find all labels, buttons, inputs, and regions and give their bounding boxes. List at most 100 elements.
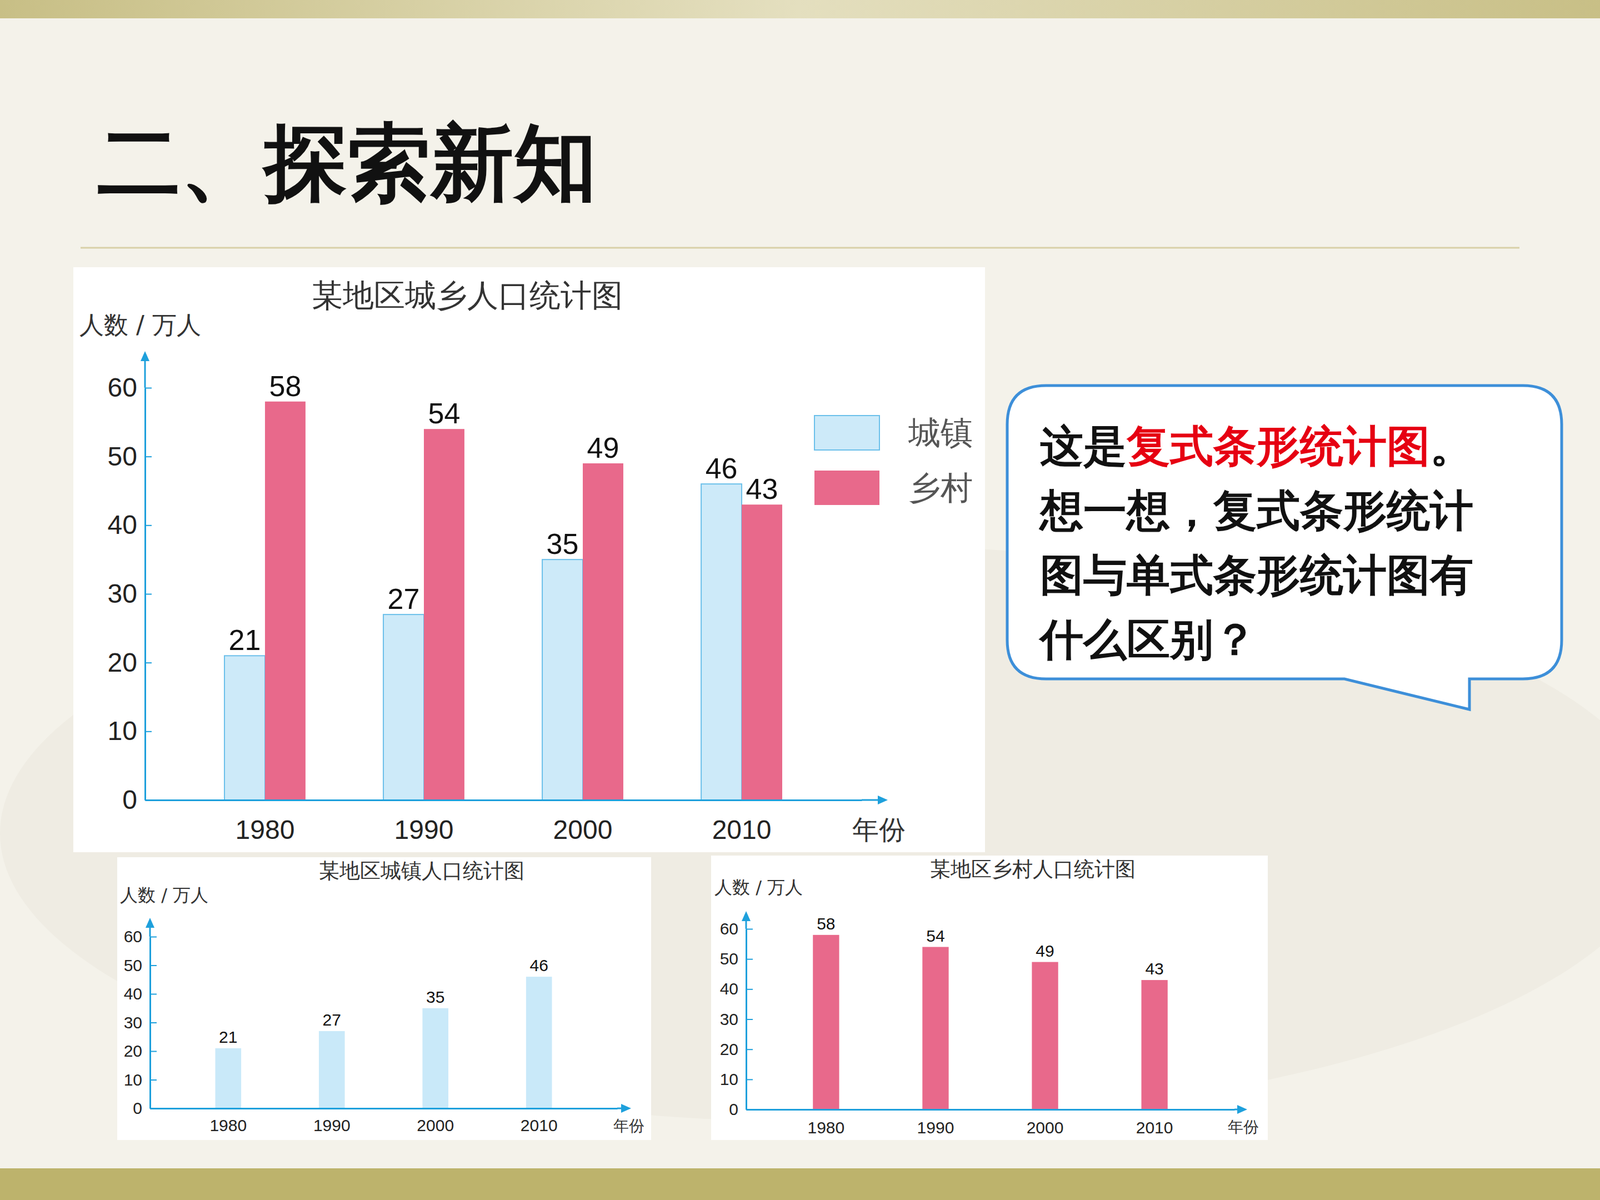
y-tick-label: 30 [720, 1010, 739, 1029]
top-band [0, 0, 1600, 19]
data-label: 46 [705, 452, 738, 485]
y-axis: 0102030405060 [720, 919, 753, 1119]
y-axis-title: 人数 / 万人 [79, 310, 202, 339]
y-tick-mark [746, 958, 753, 960]
y-tick-label: 0 [122, 785, 138, 815]
y-tick: 50 [720, 949, 753, 968]
y-tick: 40 [107, 510, 152, 540]
y-tick-mark [150, 936, 157, 938]
chart-panel: 2127354601020304050601980199020002010某地区… [117, 857, 652, 1140]
x-tick-label: 1980 [235, 815, 295, 845]
data-label: 35 [426, 987, 445, 1007]
x-tick-label: 2010 [1136, 1118, 1174, 1137]
y-tick-label: 20 [720, 1040, 739, 1059]
data-label: 43 [746, 472, 779, 505]
y-tick-label: 40 [720, 979, 739, 998]
y-tick-label: 20 [107, 647, 138, 678]
bar [215, 1048, 242, 1109]
y-tick: 20 [720, 1040, 753, 1059]
bar [741, 504, 783, 800]
y-tick-label: 40 [123, 984, 143, 1003]
y-tick: 30 [107, 578, 152, 609]
x-axis: 1980 1990 2000 2010 [145, 800, 863, 845]
y-tick-mark [145, 731, 152, 733]
x-tick: 1980 [235, 815, 295, 845]
y-tick: 50 [123, 956, 157, 975]
x-tick-label: 1980 [209, 1116, 247, 1135]
bar [542, 559, 583, 800]
x-tick-label: 1990 [313, 1116, 351, 1135]
y-axis-title: 人数 / 万人 [714, 876, 803, 898]
y-tick-label: 20 [123, 1041, 143, 1060]
y-tick-label: 60 [123, 927, 143, 946]
y-tick: 30 [123, 1013, 157, 1032]
bar [318, 1031, 345, 1109]
y-tick-mark [150, 1051, 157, 1053]
panel-background [117, 857, 652, 1140]
bar [1141, 980, 1168, 1110]
y-tick-mark [145, 387, 152, 389]
bubble-text: 图与单式条形统计图有 [1040, 550, 1474, 600]
y-tick: 40 [123, 984, 157, 1003]
bar [265, 401, 306, 800]
chart-title: 某地区乡村人口统计图 [930, 857, 1136, 882]
y-tick-label: 0 [728, 1100, 739, 1119]
data-label: 58 [269, 370, 302, 403]
y-tick-label: 50 [123, 956, 143, 975]
chart-title: 某地区城镇人口统计图 [318, 858, 525, 883]
legend-swatch [814, 470, 880, 505]
y-tick-mark [746, 928, 753, 930]
x-tick: 2010 [1136, 1118, 1174, 1137]
chart-panel: 2127354658544943010203040506019801990200… [73, 267, 985, 853]
bubble-text-part: 这是 [1040, 421, 1127, 472]
bars [812, 935, 1168, 1110]
y-tick: 40 [720, 979, 753, 998]
y-tick-label: 60 [720, 919, 739, 938]
x-tick: 1980 [807, 1118, 845, 1137]
x-tick: 2000 [1026, 1118, 1064, 1137]
y-tick-mark [145, 662, 152, 664]
x-tick-label: 2010 [520, 1116, 558, 1135]
x-tick: 2000 [553, 815, 613, 845]
legend-swatch [814, 415, 880, 450]
bubble-text-part: 想一想，复式条形统计 [1038, 485, 1474, 536]
bubble-text: 什么区别？ [1038, 614, 1257, 665]
y-tick-mark [145, 456, 152, 458]
y-tick-mark [746, 1048, 753, 1050]
bubble-text-part: 。 [1430, 421, 1474, 472]
y-tick-label: 50 [720, 949, 739, 968]
bars [224, 401, 783, 800]
y-tick-label: 30 [123, 1013, 143, 1032]
panel-background [73, 267, 985, 853]
x-tick: 1990 [313, 1116, 351, 1135]
y-tick-mark [746, 1018, 753, 1020]
x-tick-label: 2000 [1026, 1118, 1064, 1137]
y-tick-label: 10 [107, 716, 138, 746]
bar [423, 428, 465, 800]
y-tick-label: 60 [107, 372, 138, 403]
y-axis: 0 10 20 30 40 50 60 [107, 372, 152, 815]
y-tick-mark [746, 988, 753, 990]
data-label: 46 [530, 956, 549, 975]
y-tick: 20 [123, 1041, 157, 1060]
bubble-text: 想一想，复式条形统计 [1038, 485, 1474, 536]
x-tick: 1990 [917, 1118, 955, 1137]
axis-arrow [1237, 1105, 1248, 1114]
bubble-text-part: 图与单式条形统计图有 [1040, 550, 1474, 600]
axis-arrow [140, 351, 150, 362]
y-tick-label: 50 [107, 441, 138, 472]
x-tick-label: 1980 [807, 1118, 845, 1137]
y-tick: 30 [720, 1010, 753, 1029]
legend-label: 城镇 [907, 413, 973, 452]
x-axis: 1980199020002010 [150, 1108, 618, 1135]
bar [701, 483, 742, 800]
bar [383, 614, 424, 800]
x-tick-label: 2010 [712, 815, 772, 845]
x-tick-label: 1990 [394, 815, 454, 845]
data-label: 21 [228, 623, 262, 657]
title-rule [80, 247, 1520, 249]
x-tick: 1980 [209, 1116, 247, 1135]
bar [582, 463, 624, 800]
axis-arrow [877, 795, 888, 805]
bar [1031, 962, 1058, 1110]
